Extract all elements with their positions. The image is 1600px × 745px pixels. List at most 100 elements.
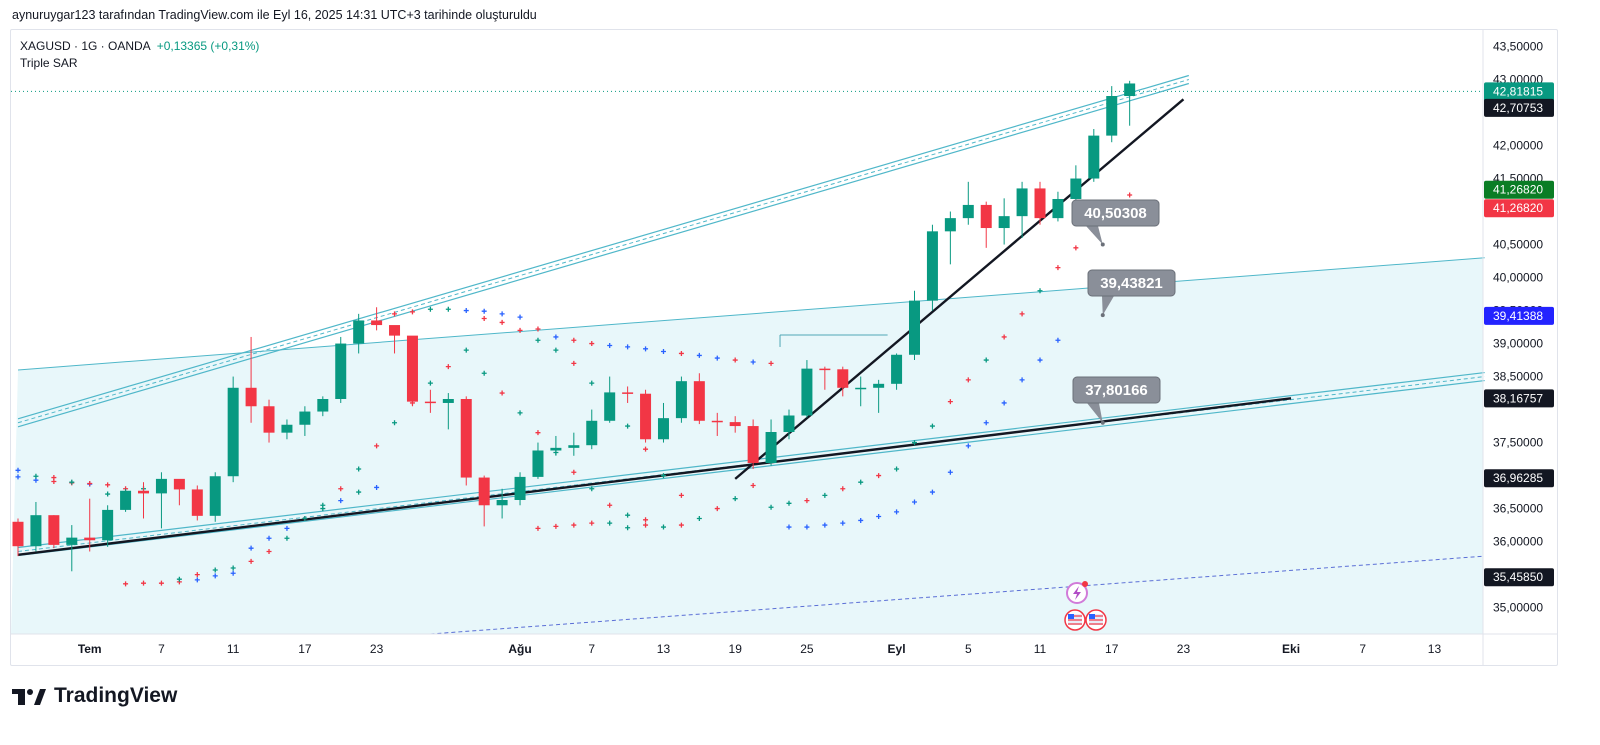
lower-channel-lower-edge[interactable]: [17, 379, 1485, 557]
candle[interactable]: [1052, 198, 1064, 219]
sar-point: [696, 352, 702, 358]
candle[interactable]: [84, 537, 96, 541]
candle[interactable]: [855, 387, 867, 390]
candle[interactable]: [604, 392, 616, 421]
upper-channel-center[interactable]: [17, 79, 1189, 424]
price-axis-label[interactable]: [1484, 469, 1554, 488]
candle[interactable]: [138, 490, 150, 494]
candle[interactable]: [1106, 96, 1118, 136]
candle[interactable]: [120, 490, 132, 510]
candle[interactable]: [532, 450, 544, 477]
price-axis-label[interactable]: [1484, 306, 1554, 325]
sar-point: [822, 522, 828, 528]
candle[interactable]: [550, 447, 562, 451]
candle[interactable]: [406, 335, 418, 402]
candle[interactable]: [299, 411, 311, 425]
candle[interactable]: [586, 420, 598, 446]
sar-point: [804, 524, 810, 530]
candle[interactable]: [191, 489, 203, 516]
candle[interactable]: [478, 477, 490, 506]
sar-point: [625, 512, 631, 518]
candle[interactable]: [640, 393, 652, 440]
tradingview-logo[interactable]: TradingView: [12, 684, 177, 708]
candle[interactable]: [568, 445, 580, 448]
candle[interactable]: [622, 392, 634, 394]
candle[interactable]: [873, 383, 885, 388]
price-axis-label[interactable]: [1484, 568, 1554, 587]
sar-point: [750, 482, 756, 488]
candle[interactable]: [245, 387, 257, 407]
candle[interactable]: [389, 325, 401, 336]
candle[interactable]: [765, 432, 777, 464]
candle[interactable]: [424, 401, 436, 404]
candle[interactable]: [1124, 83, 1136, 97]
candle[interactable]: [442, 399, 454, 403]
x-tick-label: 17: [298, 642, 312, 656]
price-axis-label[interactable]: [1484, 199, 1554, 218]
candle[interactable]: [353, 320, 365, 344]
candle[interactable]: [783, 415, 795, 433]
sar-point: [266, 535, 272, 541]
sar-point: [678, 522, 684, 528]
candle[interactable]: [711, 420, 723, 423]
candle[interactable]: [209, 476, 221, 516]
candle[interactable]: [909, 300, 920, 355]
candle[interactable]: [173, 478, 185, 490]
dashed-floor-line[interactable]: [430, 555, 1484, 634]
callout-box[interactable]: [1087, 269, 1176, 297]
sar-point: [69, 479, 75, 485]
candle[interactable]: [496, 499, 508, 506]
symbol-label[interactable]: XAGUSD · 1G · OANDA: [20, 39, 151, 53]
sar-point: [678, 492, 684, 498]
candle[interactable]: [801, 368, 813, 416]
candle[interactable]: [980, 204, 992, 229]
sar-point: [768, 360, 774, 366]
upper-channel-upper-edge[interactable]: [17, 74, 1189, 420]
candle[interactable]: [30, 515, 42, 547]
candle[interactable]: [729, 422, 741, 427]
candle[interactable]: [998, 216, 1010, 229]
callout-box[interactable]: [1072, 376, 1161, 404]
sar-point: [643, 346, 649, 352]
sar-point: [194, 572, 200, 578]
candle[interactable]: [962, 204, 974, 219]
candle[interactable]: [66, 537, 78, 545]
candle[interactable]: [263, 406, 275, 433]
indicator-label[interactable]: Triple SAR: [20, 56, 78, 70]
candle[interactable]: [747, 426, 759, 464]
price-axis-label[interactable]: [1484, 389, 1554, 408]
sar-point: [660, 524, 666, 530]
price-axis-label[interactable]: [1484, 98, 1554, 117]
candle[interactable]: [819, 368, 831, 371]
candle[interactable]: [514, 476, 526, 500]
candle[interactable]: [460, 399, 472, 478]
candle[interactable]: [1070, 178, 1082, 199]
candle[interactable]: [1088, 135, 1100, 179]
candle[interactable]: [926, 231, 938, 301]
candle[interactable]: [1034, 188, 1046, 219]
candle[interactable]: [155, 478, 167, 494]
candle[interactable]: [12, 521, 24, 547]
candle[interactable]: [1016, 188, 1028, 217]
candle[interactable]: [891, 354, 903, 384]
candle[interactable]: [48, 515, 60, 545]
candle[interactable]: [371, 320, 383, 326]
candle[interactable]: [693, 381, 705, 421]
callout-box[interactable]: [1071, 199, 1160, 227]
candle[interactable]: [944, 218, 956, 232]
candle[interactable]: [675, 381, 687, 419]
support-trend-line[interactable]: [17, 397, 1292, 556]
candle[interactable]: [227, 387, 239, 477]
rising-trend-line[interactable]: [734, 98, 1185, 480]
sar-point: [804, 498, 810, 504]
candle[interactable]: [317, 399, 329, 412]
candle[interactable]: [335, 343, 347, 400]
mid-line-line[interactable]: [17, 257, 1485, 371]
upper-channel-lower-edge[interactable]: [17, 82, 1189, 428]
candle[interactable]: [837, 369, 849, 388]
price-axis-label[interactable]: [1484, 180, 1554, 199]
candle[interactable]: [657, 418, 669, 440]
candle[interactable]: [102, 509, 114, 541]
candle[interactable]: [281, 424, 293, 433]
